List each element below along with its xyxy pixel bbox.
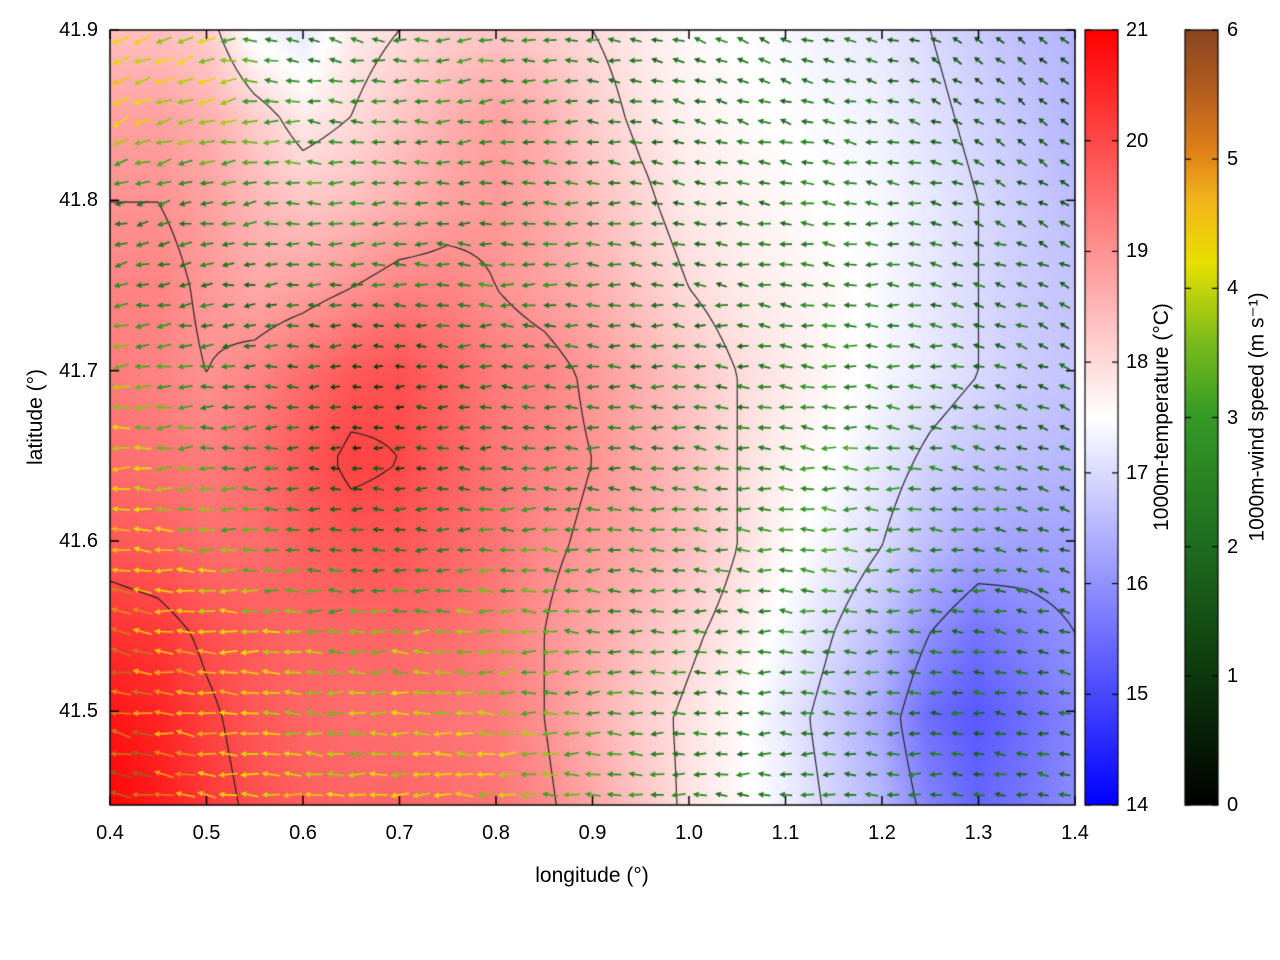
temperature-colorbar-tick-label: 21 <box>1126 19 1149 41</box>
x-tick-label: 1.3 <box>964 822 993 844</box>
x-tick-label: 0.4 <box>96 822 124 844</box>
wind-colorbar-tick-label: 2 <box>1227 535 1239 558</box>
y-tick-label: 41.7 <box>59 359 98 382</box>
x-tick-label: 1.0 <box>675 822 703 844</box>
wind-colorbar-label: 1000m-wind speed (m s⁻¹) <box>1245 292 1269 542</box>
x-tick-label: 0.9 <box>578 822 607 844</box>
temperature-colorbar-tick-label: 20 <box>1126 129 1149 152</box>
temperature-colorbar-tick-label: 19 <box>1126 240 1149 263</box>
temperature-colorbar-tick-label: 17 <box>1126 461 1149 484</box>
temperature-colorbar-tick-label: 14 <box>1126 794 1149 816</box>
wind-colorbar-tick-label: 1 <box>1227 664 1239 687</box>
temperature-colorbar-tick-label: 16 <box>1126 572 1149 595</box>
temperature-colorbar-tick-label: 15 <box>1126 683 1149 706</box>
x-axis-label: longitude (°) <box>535 864 649 887</box>
temperature-colorbar-tick-label: 18 <box>1126 351 1149 374</box>
y-tick-label: 41.6 <box>59 529 98 552</box>
x-tick-label: 1.4 <box>1061 822 1089 844</box>
x-tick-label: 0.6 <box>289 822 317 844</box>
temperature-colorbar-label: 1000m-temperature (°C) <box>1150 303 1173 531</box>
x-tick-label: 0.8 <box>482 822 510 844</box>
wind-colorbar-tick-label: 0 <box>1227 794 1239 816</box>
x-tick-label: 1.2 <box>868 822 896 844</box>
x-tick-label: 0.7 <box>385 822 414 844</box>
x-tick-label: 1.1 <box>771 822 800 844</box>
wind-colorbar-tick-label: 3 <box>1227 406 1239 429</box>
wind-colorbar-tick-label: 4 <box>1227 277 1239 300</box>
wind-colorbar-tick-label: 6 <box>1227 19 1239 41</box>
y-tick-label: 41.8 <box>59 189 98 212</box>
y-tick-label: 41.5 <box>59 700 98 723</box>
wind-colorbar-tick-label: 5 <box>1227 148 1239 171</box>
x-tick-label: 0.5 <box>192 822 221 844</box>
y-tick-label: 41.9 <box>59 19 98 41</box>
